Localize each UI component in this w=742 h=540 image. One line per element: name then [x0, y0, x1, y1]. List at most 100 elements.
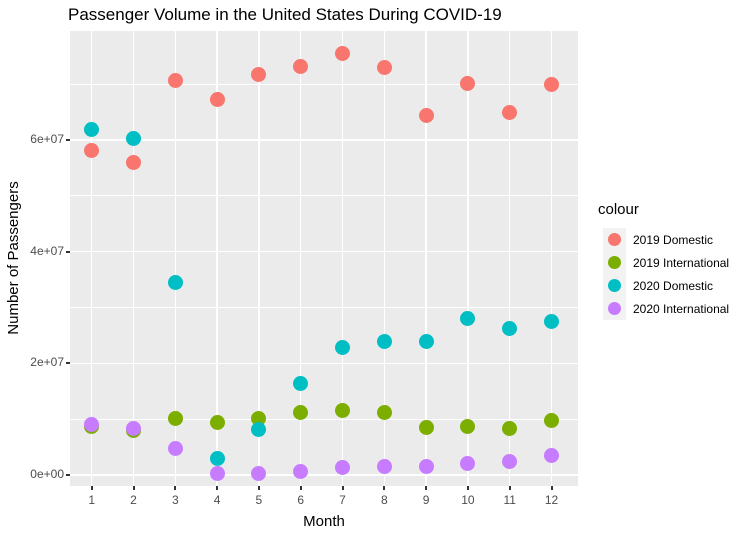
data-point — [126, 154, 141, 170]
gridline-major-x — [467, 31, 469, 486]
data-point — [460, 418, 476, 434]
y-tick-label: 0e+00 — [30, 467, 64, 481]
data-point — [544, 76, 559, 92]
legend-swatch-dot — [608, 302, 621, 315]
x-tick-label: 4 — [213, 493, 221, 507]
data-point — [84, 122, 100, 138]
legend-item-label: 2020 Domestic — [633, 278, 714, 293]
gridline-minor-y — [70, 195, 578, 197]
data-point — [418, 420, 434, 436]
data-point — [544, 447, 559, 463]
data-point — [84, 142, 100, 158]
data-point — [126, 131, 141, 147]
legend-item-label: 2020 International — [633, 301, 730, 316]
legend-title: colour — [598, 201, 639, 218]
data-point — [209, 465, 225, 481]
legend-swatch-dot — [608, 233, 621, 246]
data-point — [251, 421, 267, 437]
data-point — [251, 466, 267, 482]
data-point — [293, 59, 309, 75]
x-tick-label: 5 — [255, 493, 263, 507]
gridline-major-y — [70, 474, 578, 476]
data-point — [167, 440, 183, 456]
y-axis-tick — [66, 362, 70, 365]
data-point — [293, 464, 309, 480]
legend-swatch-dot — [608, 256, 621, 269]
data-point — [335, 460, 350, 476]
y-tick-label: 4e+07 — [30, 243, 64, 258]
legend-key — [603, 228, 626, 251]
data-point — [209, 451, 225, 467]
y-axis-tick — [66, 139, 70, 142]
legend-item-label: 2019 Domestic — [633, 232, 714, 247]
data-point — [502, 453, 518, 469]
gridline-major-x — [425, 31, 427, 486]
legend-item: 2019 International — [603, 251, 742, 274]
data-point — [335, 45, 350, 61]
data-point — [502, 421, 518, 437]
data-point — [209, 415, 225, 431]
x-axis-tick — [341, 486, 344, 490]
gridline-minor-y — [70, 83, 578, 85]
gridline-minor-y — [70, 307, 578, 308]
x-tick-label: 8 — [380, 493, 388, 507]
data-point — [293, 404, 309, 420]
data-point — [167, 274, 183, 290]
legend-key — [603, 274, 626, 297]
y-axis-tick — [66, 474, 70, 476]
gridline-major-x — [550, 31, 553, 486]
x-tick-label: 7 — [339, 493, 346, 507]
legend: colour 2019 Domestic 2019 International 20… — [598, 200, 742, 320]
data-point — [376, 333, 392, 349]
x-axis-tick — [508, 486, 511, 490]
x-axis-tick — [550, 486, 553, 490]
data-point — [418, 458, 434, 474]
legend-item: 2020 International — [603, 297, 742, 320]
data-point — [84, 417, 100, 433]
plot-panel — [70, 31, 578, 486]
y-tick-label: 6e+07 — [30, 132, 64, 147]
x-axis-tick — [299, 486, 302, 490]
gridline-minor-y — [70, 418, 578, 420]
x-tick-label: 10 — [461, 493, 475, 507]
gridline-major-x — [299, 31, 302, 486]
legend-key — [603, 251, 626, 274]
data-point — [126, 420, 141, 436]
x-axis-tick — [257, 486, 260, 490]
x-axis-tick — [466, 486, 469, 490]
data-point — [335, 339, 350, 355]
data-point — [335, 402, 350, 418]
data-point — [167, 410, 183, 426]
x-tick-label: 3 — [171, 493, 179, 507]
x-tick-label: 9 — [422, 493, 430, 507]
x-axis-tick — [132, 486, 135, 490]
legend-key — [603, 297, 626, 320]
plot-title: Passenger Volume in the United States Du… — [68, 5, 502, 24]
data-point — [418, 107, 434, 123]
data-point — [460, 76, 476, 92]
x-axis-tick — [90, 486, 93, 490]
gridline-major-x — [383, 31, 386, 486]
x-tick-label: 1 — [88, 493, 96, 507]
legend-item-label: 2019 International — [633, 255, 730, 270]
data-point — [293, 376, 309, 392]
legend-swatch-dot — [608, 279, 621, 292]
gridline-major-x — [508, 31, 511, 486]
y-axis-title: Number of Passengers — [5, 181, 22, 335]
gridline-major-y — [70, 139, 578, 141]
gridline-major-x — [174, 31, 177, 486]
gridline-major-y — [70, 362, 578, 365]
data-point — [544, 313, 559, 329]
x-axis-tick — [425, 486, 428, 490]
data-point — [544, 413, 559, 429]
x-tick-label: 6 — [297, 493, 305, 507]
data-point — [209, 92, 225, 108]
gridline-major-y — [70, 250, 578, 253]
data-point — [376, 404, 392, 420]
x-tick-label: 11 — [503, 493, 516, 507]
y-axis-tick — [66, 250, 70, 253]
legend-item: 2020 Domestic — [603, 274, 742, 297]
x-axis-tick — [174, 486, 177, 490]
x-tick-label: 2 — [130, 493, 137, 507]
